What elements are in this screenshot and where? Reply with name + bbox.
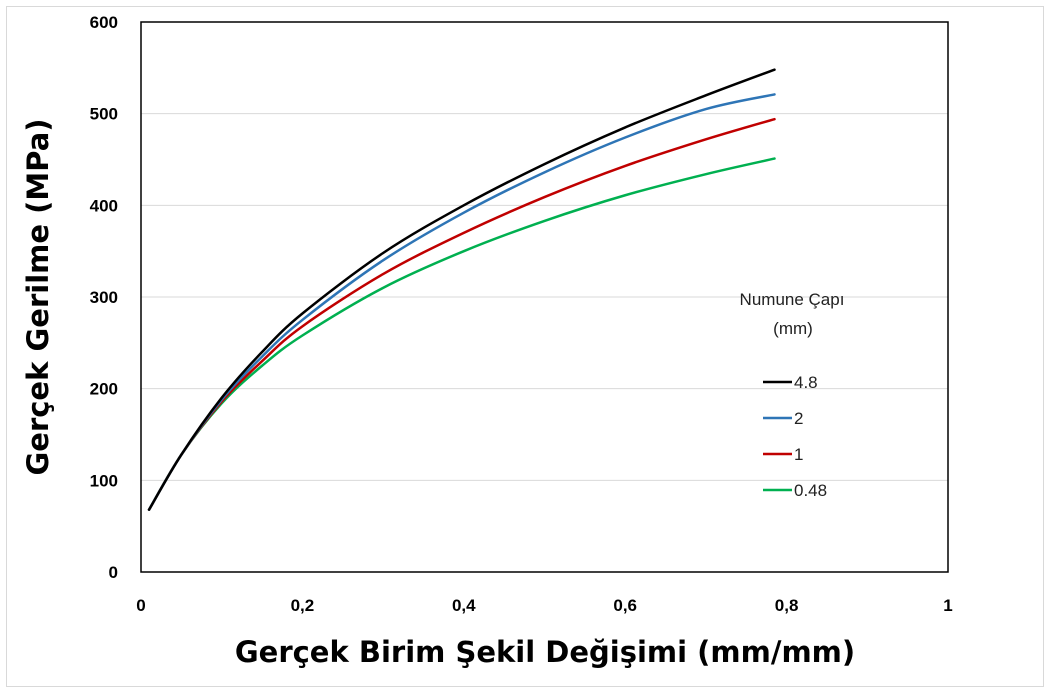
x-tick-label: 0 <box>136 596 145 615</box>
legend-item: 1 <box>763 445 803 464</box>
x-tick-label: 0,4 <box>452 596 476 615</box>
x-tick-label: 0,8 <box>775 596 799 615</box>
series-line-1 <box>147 117 776 511</box>
legend-label: 1 <box>794 445 803 464</box>
legend-item: 4.8 <box>763 373 818 392</box>
y-tick-label: 300 <box>90 288 118 307</box>
y-tick-label: 400 <box>90 196 118 215</box>
x-tick-labels: 0 0,2 0,4 0,6 0,8 1 <box>136 596 952 615</box>
x-tick-label: 0,6 <box>613 596 637 615</box>
y-tick-labels: 0 100 200 300 400 500 600 <box>90 13 118 582</box>
legend: Numune Çapı (mm) 4.8 2 1 0.48 <box>740 290 845 500</box>
legend-label: 0.48 <box>794 481 827 500</box>
x-tick-label: 0,2 <box>291 596 315 615</box>
series-line-0_48 <box>147 157 776 511</box>
y-axis-title: Gerçek Gerilme (MPa) <box>21 118 55 475</box>
legend-item: 0.48 <box>763 481 827 500</box>
y-tick-label: 500 <box>90 105 118 124</box>
chart-frame <box>6 6 1044 687</box>
y-tick-label: 100 <box>90 471 118 490</box>
legend-label: 2 <box>794 409 803 428</box>
legend-label: 4.8 <box>794 373 818 392</box>
plot-area-border <box>140 21 949 573</box>
series-lines <box>147 68 776 511</box>
x-tick-label: 1 <box>943 596 952 615</box>
x-axis-title: Gerçek Birim Şekil Değişimi (mm/mm) <box>235 635 855 669</box>
y-tick-label: 200 <box>90 380 118 399</box>
y-tick-label: 0 <box>109 563 118 582</box>
legend-title-line1: Numune Çapı <box>740 290 845 309</box>
series-line-4_8 <box>147 68 776 511</box>
legend-items: 4.8 2 1 0.48 <box>763 373 827 500</box>
y-tick-label: 600 <box>90 13 118 32</box>
gridlines <box>141 113 948 481</box>
legend-title-line2: (mm) <box>773 319 813 338</box>
series-line-2 <box>147 93 776 511</box>
legend-item: 2 <box>763 409 803 428</box>
